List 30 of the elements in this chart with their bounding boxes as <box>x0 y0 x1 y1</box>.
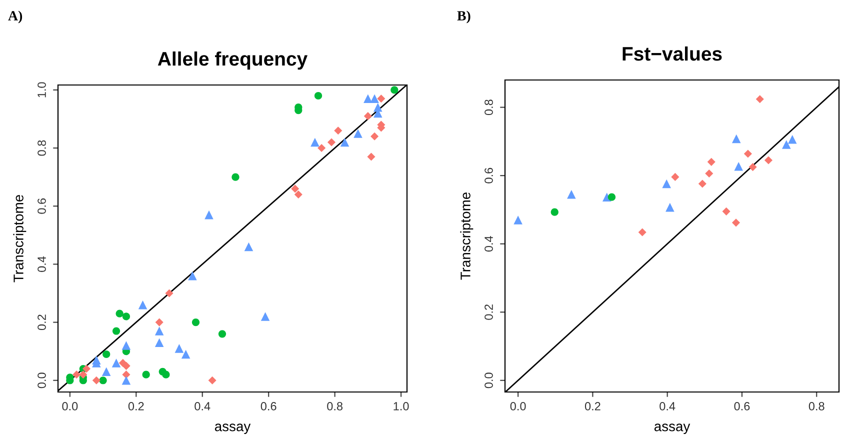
y-axis-title: Transcriptome <box>13 194 26 282</box>
x-tick-label: 0.8 <box>808 402 824 410</box>
y-tick-label: 0.8 <box>484 100 493 116</box>
text: A) <box>8 10 22 24</box>
text: B) <box>457 10 470 24</box>
x-tick-label: 0.2 <box>584 402 600 410</box>
x-tick-label: 0.4 <box>660 402 676 410</box>
y-tick-label: 0.6 <box>38 198 46 214</box>
y-tick-label: 0.0 <box>38 372 46 388</box>
y-tick-label: 0.2 <box>484 304 493 320</box>
y-axis-title: Transcriptome <box>460 192 474 280</box>
x-axis-title: assay <box>214 424 251 434</box>
y-tick-label: 0.2 <box>38 314 46 330</box>
x-tick-label: 0.0 <box>510 402 526 410</box>
y-tick-label: 1.0 <box>38 82 46 98</box>
x-tick-label: 0.8 <box>327 402 343 410</box>
y-tick-label: 0.6 <box>484 168 493 184</box>
x-tick-label: 0.6 <box>734 402 750 410</box>
y-tick-label: 0.8 <box>38 140 46 156</box>
y-tick-label: 0.0 <box>484 372 493 388</box>
x-tick-label: 0.4 <box>194 402 210 410</box>
x-tick-label: 1.0 <box>394 402 409 410</box>
x-axis-title: assay <box>654 424 690 434</box>
y-tick-label: 0.4 <box>38 256 46 272</box>
x-tick-label: 0.0 <box>62 402 78 410</box>
chart-title: Fst−values <box>622 46 722 61</box>
x-tick-label: 0.6 <box>260 402 276 410</box>
x-tick-label: 0.2 <box>128 402 144 410</box>
chart-title: Allele frequency <box>158 51 308 70</box>
y-tick-label: 0.4 <box>484 236 493 252</box>
